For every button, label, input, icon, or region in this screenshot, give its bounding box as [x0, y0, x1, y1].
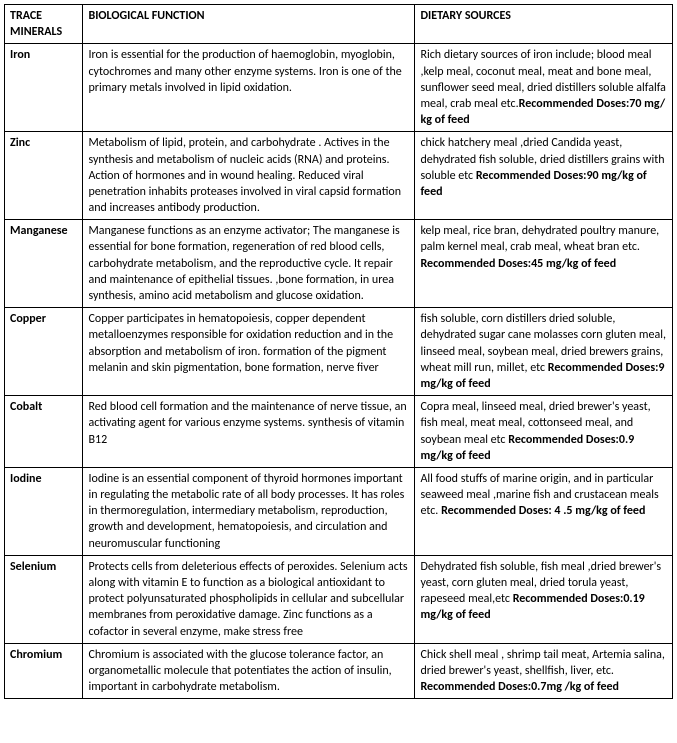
table-row: Zinc Metabolism of lipid, protein, and c…	[5, 132, 673, 220]
trace-minerals-table: TRACE MINERALS BIOLOGICAL FUNCTION DIETA…	[4, 4, 673, 699]
mineral-name-cell: Selenium	[5, 555, 83, 643]
table-row: ManganeseManganese functions as an enzym…	[5, 220, 673, 308]
dietary-sources-cell: Rich dietary sources of iron include; bl…	[415, 44, 673, 132]
mineral-name-cell: Cobalt	[5, 396, 83, 468]
mineral-name-cell: Zinc	[5, 132, 83, 220]
header-minerals: TRACE MINERALS	[5, 5, 83, 44]
recommended-dose-value: 0.7mg /kg of feed	[531, 680, 619, 694]
recommended-dose-value: 45 mg/kg of feed	[531, 257, 616, 271]
header-sources: DIETARY SOURCES	[415, 5, 673, 44]
recommended-dose-label: Recommended Doses:	[548, 361, 659, 375]
table-row: SeleniumProtects cells from deleterious …	[5, 555, 673, 643]
sources-text: Chick shell meal , shrimp tail meat, Art…	[420, 648, 664, 678]
dietary-sources-cell: Dehydrated fish soluble, fish meal ,drie…	[415, 555, 673, 643]
mineral-name-cell: Iron	[5, 44, 83, 132]
table-row: IronIron is essential for the production…	[5, 44, 673, 132]
recommended-dose-value: 4 .5 mg/kg of feed	[552, 504, 646, 518]
biological-function-cell: Manganese functions as an enzyme activat…	[83, 220, 415, 308]
mineral-name-cell: Manganese	[5, 220, 83, 308]
dietary-sources-cell: kelp meal, rice bran, dehydrated poultry…	[415, 220, 673, 308]
header-function: BIOLOGICAL FUNCTION	[83, 5, 415, 44]
biological-function-cell: Metabolism of lipid, protein, and carboh…	[83, 132, 415, 220]
biological-function-cell: Iron is essential for the production of …	[83, 44, 415, 132]
recommended-dose-label: Recommended Doses:	[519, 97, 630, 111]
recommended-dose-label: Recommended Doses:	[441, 504, 552, 518]
biological-function-cell: Chromium is associated with the glucose …	[83, 643, 415, 699]
mineral-name-cell: Iodine	[5, 467, 83, 555]
table-row: ChromiumChromium is associated with the …	[5, 643, 673, 699]
dietary-sources-cell: Chick shell meal , shrimp tail meat, Art…	[415, 643, 673, 699]
mineral-name-cell: Copper	[5, 308, 83, 396]
table-row: CobaltRed blood cell formation and the m…	[5, 396, 673, 468]
recommended-dose-label: Recommended Doses:	[420, 257, 531, 271]
biological-function-cell: Red blood cell formation and the mainten…	[83, 396, 415, 468]
table-row: CopperCopper participates in hematopoies…	[5, 308, 673, 396]
table-row: IodineIodine is an essential component o…	[5, 467, 673, 555]
dietary-sources-cell: fish soluble, corn distillers dried solu…	[415, 308, 673, 396]
recommended-dose-label: Recommended Doses:	[476, 169, 587, 183]
mineral-name-cell: Chromium	[5, 643, 83, 699]
recommended-dose-label: Recommended Doses:	[508, 433, 619, 447]
dietary-sources-cell: chick hatchery meal ,dried Candida yeast…	[415, 132, 673, 220]
recommended-dose-label: Recommended Doses:	[513, 592, 624, 606]
biological-function-cell: Copper participates in hematopoiesis, co…	[83, 308, 415, 396]
sources-text: kelp meal, rice bran, dehydrated poultry…	[420, 224, 659, 254]
table-header-row: TRACE MINERALS BIOLOGICAL FUNCTION DIETA…	[5, 5, 673, 44]
dietary-sources-cell: Copra meal, linseed meal, dried brewer's…	[415, 396, 673, 468]
dietary-sources-cell: All food stuffs of marine origin, and in…	[415, 467, 673, 555]
recommended-dose-label: Recommended Doses:	[420, 680, 531, 694]
biological-function-cell: Protects cells from deleterious effects …	[83, 555, 415, 643]
biological-function-cell: Iodine is an essential component of thyr…	[83, 467, 415, 555]
